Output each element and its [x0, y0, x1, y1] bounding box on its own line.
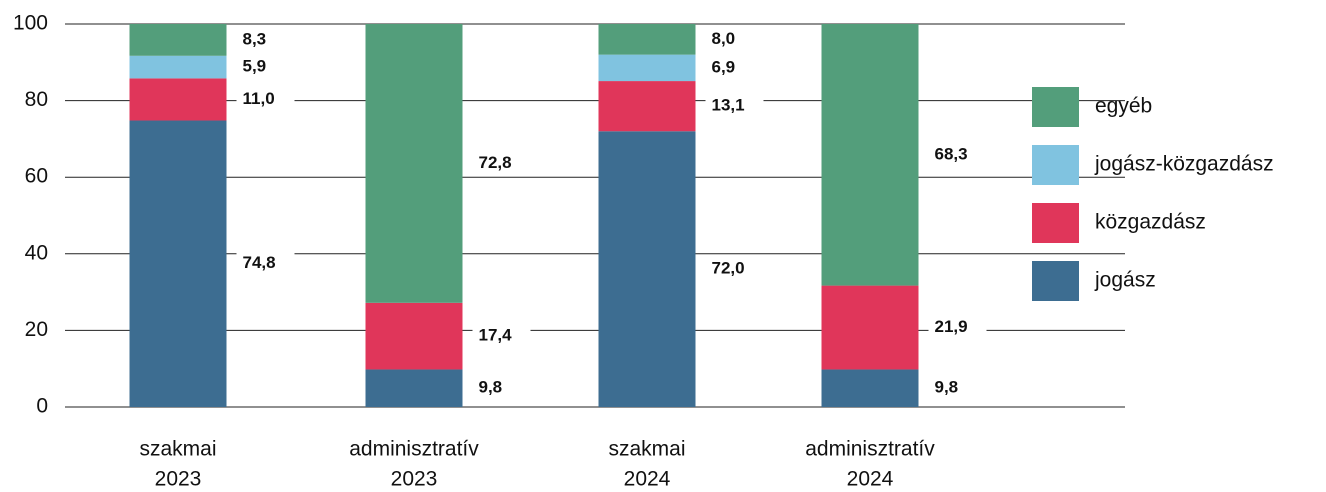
value-label: 5,9: [243, 57, 267, 76]
x-tick-label: 2023: [391, 468, 438, 491]
y-tick-label: 80: [25, 88, 48, 111]
y-tick-label: 40: [25, 241, 48, 264]
bar-segment: [365, 369, 463, 407]
bar-segment: [598, 24, 696, 55]
legend-swatch: [1032, 145, 1079, 185]
x-tick-label: szakmai: [608, 438, 685, 461]
legend-label: egyéb: [1095, 95, 1152, 118]
value-label: 13,1: [712, 96, 745, 115]
label-background: [928, 377, 987, 400]
value-label: 11,0: [243, 89, 275, 108]
x-tick-label: adminisztratív: [349, 438, 479, 461]
label-background: [705, 28, 764, 51]
value-label: 6,9: [712, 57, 736, 76]
legend-label: jogász-közgazdász: [1094, 153, 1274, 176]
legend-label: jogász: [1094, 269, 1156, 292]
x-tick-label: 2023: [155, 468, 202, 491]
label-background: [928, 143, 987, 166]
label-background: [705, 95, 764, 118]
x-tick-label: adminisztratív: [805, 438, 935, 461]
y-tick-label: 100: [13, 12, 48, 35]
bar-segment: [598, 81, 696, 132]
bar-segment: [598, 54, 696, 82]
y-tick-label: 0: [36, 395, 48, 418]
label-background: [236, 252, 295, 275]
value-label: 9,8: [935, 378, 959, 397]
bar-segment: [365, 24, 463, 303]
bar-segment: [365, 302, 463, 370]
y-tick-label: 20: [25, 318, 48, 341]
label-background: [928, 316, 987, 339]
bar-segment: [129, 120, 227, 408]
value-label: 8,0: [712, 29, 736, 48]
legend-swatch: [1032, 87, 1079, 127]
label-background: [236, 88, 295, 111]
bar-segment: [598, 131, 696, 408]
bar-segment: [821, 24, 919, 286]
label-background: [472, 152, 531, 175]
x-tick-label: 2024: [847, 468, 894, 491]
y-tick-label: 60: [25, 165, 48, 188]
value-label: 17,4: [479, 326, 513, 345]
label-background: [705, 56, 764, 79]
legend-swatch: [1032, 261, 1079, 301]
bar-segment: [129, 55, 227, 79]
value-label: 72,0: [712, 259, 745, 278]
bar-segment: [129, 24, 227, 56]
value-label: 68,3: [935, 144, 968, 163]
bar-segment: [821, 369, 919, 407]
value-label: 21,9: [935, 317, 968, 336]
label-background: [705, 258, 764, 281]
x-tick-label: szakmai: [139, 438, 216, 461]
value-label: 8,3: [243, 29, 267, 48]
legend-label: közgazdász: [1095, 211, 1206, 234]
label-background: [236, 28, 295, 51]
x-tick-label: 2024: [624, 468, 671, 491]
value-label: 74,8: [243, 253, 276, 272]
value-label: 72,8: [479, 153, 512, 172]
bar-segment: [129, 78, 227, 121]
bar-segment: [821, 285, 919, 370]
value-label: 9,8: [479, 378, 503, 397]
legend-swatch: [1032, 203, 1079, 243]
label-background: [472, 325, 531, 348]
label-background: [236, 56, 295, 79]
label-background: [472, 377, 531, 400]
